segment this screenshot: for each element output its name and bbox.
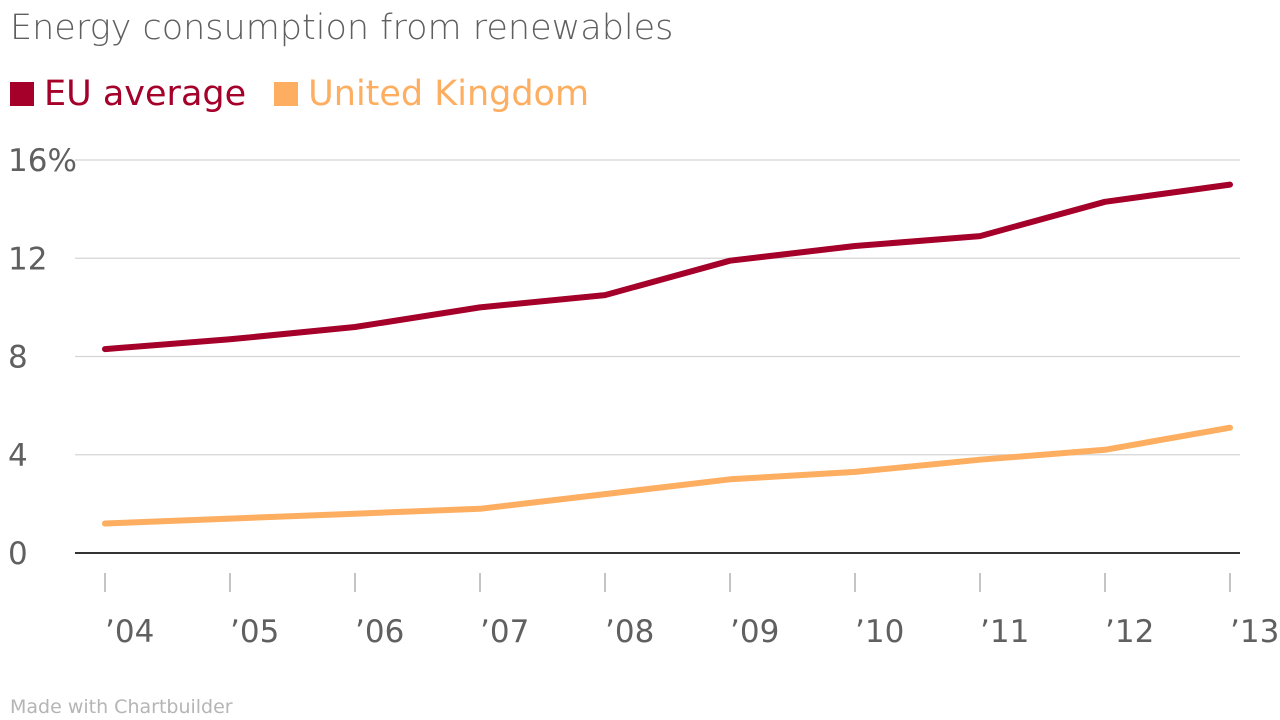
y-tick-label: 12 xyxy=(8,241,47,277)
x-tick-label: ’05 xyxy=(230,614,279,650)
x-tick-label: ’06 xyxy=(355,614,404,650)
x-tick-label: ’11 xyxy=(980,614,1029,650)
legend-label-eu-average: EU average xyxy=(44,74,247,114)
series-line-united-kingdom xyxy=(102,424,1233,527)
legend-item-united-kingdom: United Kingdom xyxy=(274,74,589,114)
y-tick-label: 0 xyxy=(8,536,28,572)
x-tick-label: ’08 xyxy=(605,614,654,650)
x-tick-label: ’10 xyxy=(855,614,904,650)
legend-swatch-eu-average xyxy=(10,82,34,106)
series-line-eu-average xyxy=(102,181,1233,353)
x-tick-label: ’12 xyxy=(1105,614,1154,650)
x-tick-label: ’04 xyxy=(105,614,154,650)
legend: EU average United Kingdom xyxy=(10,74,617,114)
x-tick-label: ’07 xyxy=(480,614,529,650)
y-tick-label: 4 xyxy=(8,438,28,474)
y-tick-label: 16% xyxy=(8,143,77,179)
legend-swatch-united-kingdom xyxy=(274,82,299,106)
y-tick-label: 8 xyxy=(8,340,28,376)
chartbuilder-credit: Made with Chartbuilder xyxy=(10,696,233,718)
x-tick-label: ’09 xyxy=(730,614,779,650)
legend-label-united-kingdom: United Kingdom xyxy=(308,74,590,114)
x-tick-label: ’13 xyxy=(1230,614,1279,650)
legend-item-eu-average: EU average xyxy=(10,74,246,114)
chart-title: Energy consumption from renewables xyxy=(10,8,674,48)
